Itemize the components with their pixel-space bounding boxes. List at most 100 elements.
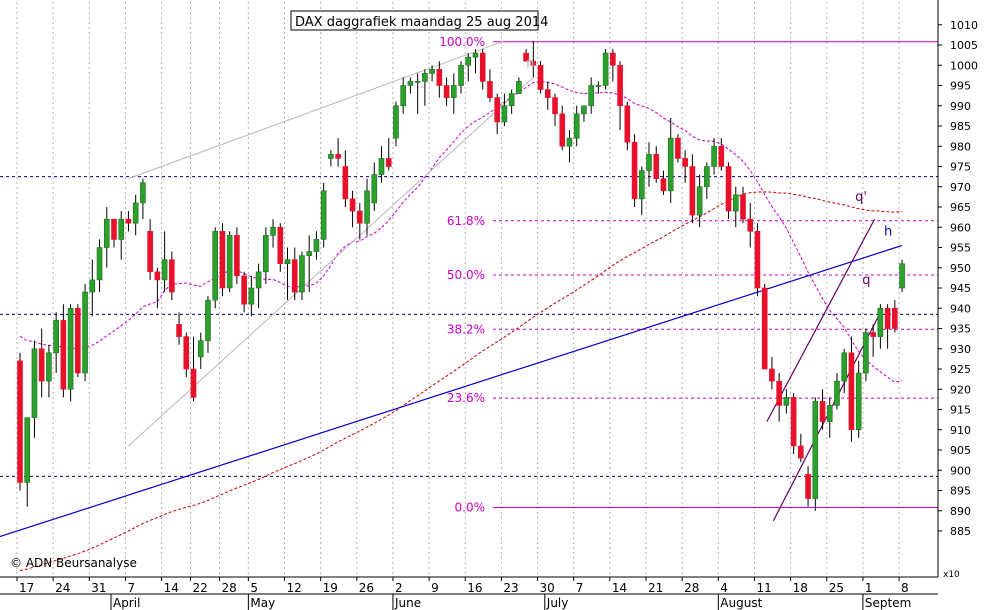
candle-up: [863, 332, 869, 374]
price-tick-label: 975: [950, 161, 971, 174]
candle-up: [581, 105, 587, 115]
candle-up: [31, 348, 38, 418]
price-tick-label: 895: [950, 485, 971, 498]
trendline-label: h: [884, 224, 892, 239]
candle-up: [595, 85, 602, 87]
candle-up: [508, 93, 515, 107]
candle-down: [357, 210, 363, 224]
candle-up: [422, 73, 428, 82]
date-tick-label: 7: [127, 581, 135, 595]
candle-up: [573, 113, 580, 139]
price-tick-label: 980: [950, 140, 971, 153]
ma-20-line: [19, 81, 903, 383]
price-tick-label: 940: [950, 302, 971, 315]
candle-down: [487, 81, 493, 98]
candle-down: [754, 231, 761, 289]
candle-down: [631, 141, 638, 200]
date-tick-label: 9: [431, 581, 439, 595]
price-tick-label: 1010: [950, 19, 978, 32]
price-tick-label: 990: [950, 100, 971, 113]
candle-down: [798, 445, 804, 459]
trendline-h: [0, 244, 903, 538]
candle-down: [740, 194, 746, 220]
candle-down: [75, 307, 81, 374]
candle-up: [378, 158, 385, 175]
candle-up: [320, 190, 327, 240]
candle-down: [769, 368, 775, 382]
date-tick-label: 1: [865, 581, 873, 595]
candle-down: [617, 64, 623, 107]
candle-down: [183, 336, 190, 370]
candle-up: [248, 287, 255, 305]
date-tick-label: 16: [467, 581, 482, 595]
price-tick-label: 950: [950, 262, 971, 275]
candle-down: [552, 97, 558, 115]
candle-down: [537, 64, 544, 90]
candle-down: [60, 320, 67, 390]
candle-down: [234, 235, 240, 277]
candle-up: [270, 226, 276, 236]
trendline-labels: q' h q n: [526, 56, 892, 288]
candle-up: [132, 202, 139, 224]
fib-label: 38.2%: [447, 322, 485, 336]
date-tick-label: 18: [793, 581, 808, 595]
candle-down: [443, 85, 450, 98]
candle-down: [675, 137, 681, 159]
fib-label: 100.0%: [439, 35, 485, 49]
date-tick-label: 17: [19, 581, 34, 595]
candle-down: [884, 307, 891, 329]
candle-up: [197, 340, 204, 358]
vertical-gridlines: [16, 2, 900, 577]
moving-averages: [19, 81, 903, 572]
candle-up: [313, 239, 320, 252]
price-tick-label: 920: [950, 383, 971, 396]
credit-label: © ADN Beursanalyse: [10, 556, 137, 570]
candles: [17, 40, 905, 511]
price-tick-label: 890: [950, 505, 971, 518]
candle-up: [400, 85, 406, 107]
candle-up: [588, 85, 594, 107]
candle-up: [205, 299, 211, 341]
chart-title: DAX daggrafiek maandag 25 aug 2014: [295, 15, 548, 30]
date-tick-label: 22: [193, 581, 208, 595]
candle-up: [306, 251, 313, 256]
date-tick-label: 5: [250, 581, 258, 595]
price-tick-label: 930: [950, 343, 971, 356]
candle-up: [371, 174, 378, 204]
candle-up: [566, 137, 573, 147]
candle-down: [718, 145, 725, 167]
date-tick-label: 31: [91, 581, 106, 595]
candle-up: [667, 137, 674, 192]
candle-down: [111, 218, 117, 240]
candle-up: [255, 271, 262, 289]
candle-down: [761, 287, 768, 370]
candle-down: [682, 158, 688, 167]
price-tick-label: 915: [950, 404, 971, 417]
candle-up: [711, 145, 717, 167]
price-tick-label: 945: [950, 282, 971, 295]
candle-down: [154, 271, 161, 281]
ma-100-line: [19, 191, 903, 572]
candle-down: [776, 380, 782, 406]
price-tick-label: 905: [950, 444, 971, 457]
candle-up: [393, 105, 399, 139]
candle-down: [544, 89, 551, 98]
price-tick-label: 935: [950, 323, 971, 336]
trendline-n-upper: [128, 40, 505, 180]
candle-up: [465, 56, 472, 66]
candle-up: [226, 235, 233, 289]
candle-up: [877, 307, 884, 337]
candle-down: [176, 324, 182, 337]
candle-up: [732, 194, 739, 212]
date-axis: 17 24 31 7 14 22 28 5 12 19 26 2 9 16 23 30 7 14 21 28 4 11 18…: [0, 576, 938, 610]
candle-down: [747, 218, 754, 232]
candle-up: [118, 218, 125, 240]
price-tick-label: 955: [950, 242, 971, 255]
candle-up: [458, 64, 464, 86]
price-tick-label: 995: [950, 80, 971, 93]
candle-up: [841, 352, 848, 382]
candle-down: [523, 52, 529, 62]
fibonacci-levels: 100.0% 61.8% 50.0% 38.2% 23.6% 0.0%: [439, 35, 938, 515]
